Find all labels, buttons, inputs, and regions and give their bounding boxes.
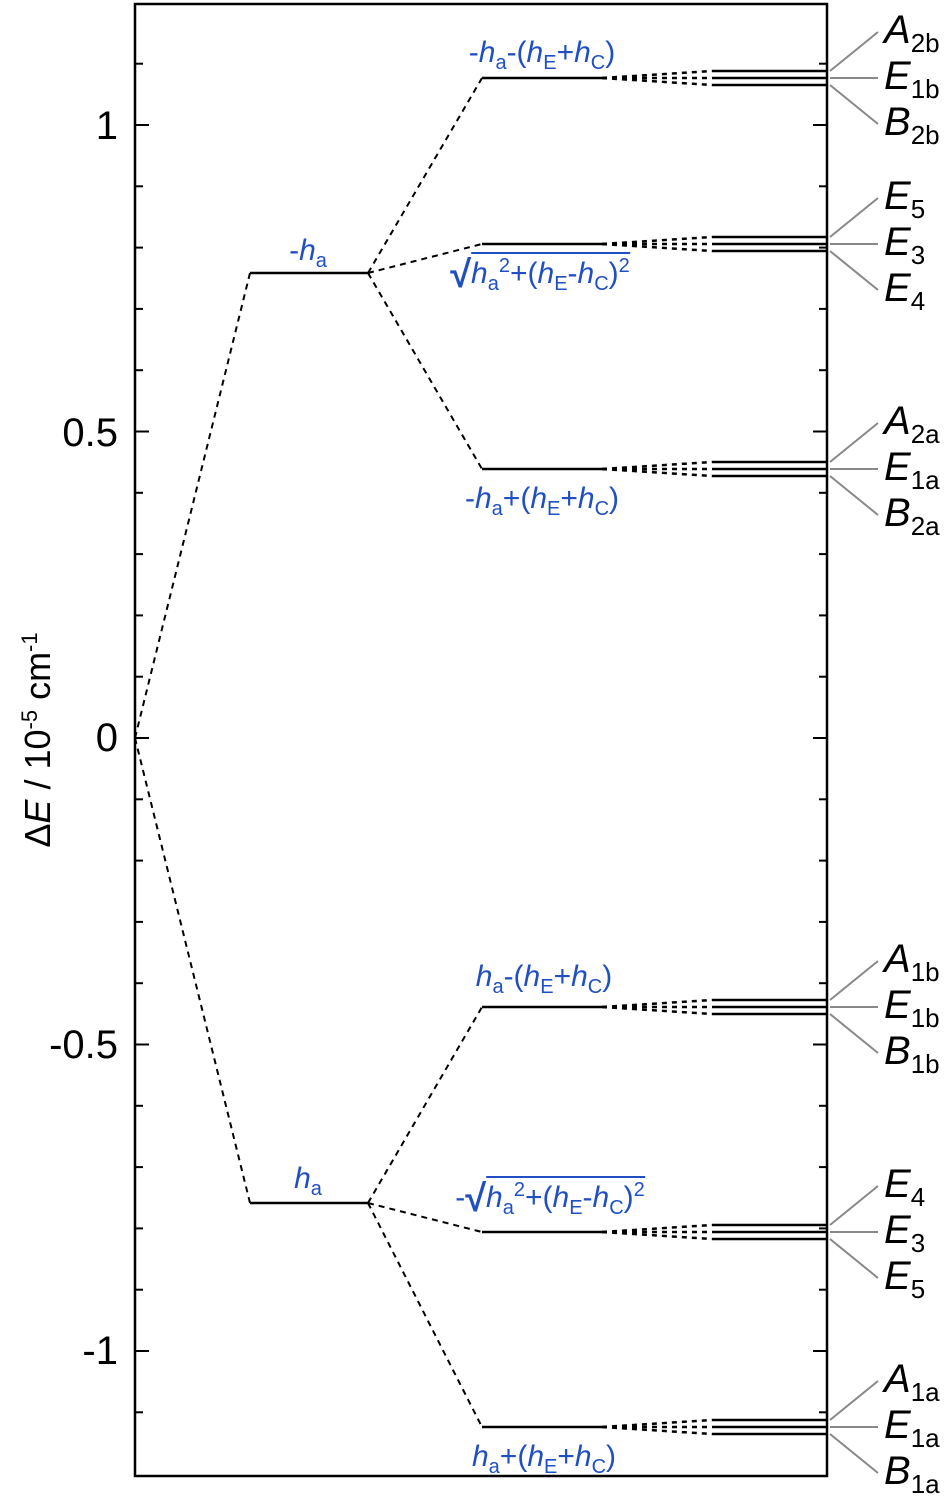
symmetry-label: E1a [884, 1403, 940, 1453]
leader-line [829, 1380, 879, 1421]
split-connector [601, 76, 713, 87]
symmetry-label: B2a [884, 491, 940, 541]
split-connector [601, 242, 713, 253]
symmetry-label: E1b [884, 54, 940, 104]
tick-label: 1 [95, 104, 118, 148]
leader-line [829, 1238, 879, 1279]
leader-line [829, 422, 879, 463]
symmetry-label: A2a [884, 399, 940, 449]
symmetry-label: A1a [884, 1357, 940, 1407]
dashed-connectors [134, 77, 483, 1428]
label-l-top: ha-(hE+hC) [475, 960, 613, 998]
main-levels [250, 76, 602, 1429]
symmetry-label: A2b [884, 8, 940, 58]
symmetry-label: E4 [884, 1162, 926, 1212]
symmetry-label: A1b [884, 937, 940, 987]
tick-label: 0.5 [62, 411, 118, 455]
leader-line [829, 197, 879, 238]
label-l-mid: -√ha2+(hE-hC)2 [455, 1176, 645, 1220]
label-lower-main: ha [294, 1162, 322, 1200]
symmetry-label: E5 [884, 1254, 926, 1304]
split-connector [601, 1230, 713, 1241]
leader-line [829, 1185, 879, 1226]
symmetry-label: E4 [884, 266, 926, 316]
plot-frame [133, 2, 829, 1478]
label-u-bot: -ha+(hE+hC) [464, 482, 620, 520]
tick-label: -0.5 [49, 1023, 118, 1067]
split-connector [601, 1425, 713, 1436]
split-connector [601, 1418, 713, 1429]
split-connector [601, 460, 713, 471]
split-connector [601, 998, 713, 1009]
split-connector [601, 235, 713, 246]
leader-line [829, 1013, 879, 1054]
split-connector [601, 69, 713, 80]
symmetry-label: E1a [884, 445, 940, 495]
split-levels [601, 69, 827, 1436]
split-connector [601, 1005, 713, 1016]
leader-line [829, 475, 879, 516]
tick-label: -1 [82, 1329, 118, 1373]
leader-lines [829, 31, 879, 1474]
symmetry-label: E5 [884, 174, 926, 224]
label-u-top: -ha-(hE+hC) [468, 36, 616, 74]
leader-line [829, 31, 879, 72]
tick-label: 0 [95, 716, 118, 760]
leader-line [829, 250, 879, 291]
leader-line [829, 1433, 879, 1474]
label-upper-main: -ha [289, 234, 327, 272]
symmetry-label: B2b [884, 100, 940, 150]
symmetry-label: E3 [884, 1208, 926, 1258]
leader-line [829, 960, 879, 1001]
label-u-mid: √ha2+(hE-hC)2 [450, 252, 630, 296]
split-connector [601, 1223, 713, 1234]
label-l-bot: ha+(hE+hC) [471, 1440, 617, 1478]
symmetry-label: E1b [884, 983, 940, 1033]
symmetry-label: B1a [884, 1449, 940, 1499]
axis-ticks [135, 62, 827, 1414]
symmetry-label: B1b [884, 1029, 940, 1079]
leader-line [829, 84, 879, 125]
symmetry-label: E3 [884, 220, 926, 270]
split-connector [601, 467, 713, 478]
